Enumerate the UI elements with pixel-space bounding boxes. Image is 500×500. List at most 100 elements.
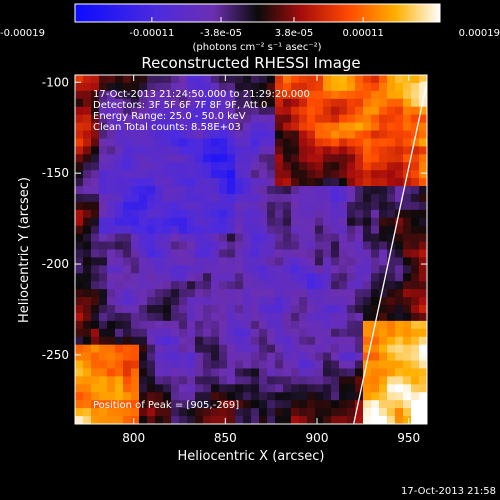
heatmap-cell	[155, 416, 164, 424]
heatmap-cell	[315, 257, 324, 266]
heatmap-cell	[259, 90, 268, 100]
heatmap-cell	[267, 281, 276, 290]
heatmap-cell	[299, 233, 308, 243]
heatmap-cell	[363, 297, 372, 306]
heatmap-cell	[283, 376, 292, 385]
heatmap-cell	[179, 249, 188, 259]
heatmap-cell	[403, 186, 412, 195]
heatmap-cell	[91, 90, 100, 100]
heatmap-cell	[243, 170, 252, 179]
heatmap-cell	[355, 336, 364, 346]
heatmap-cell	[99, 82, 108, 92]
heatmap-cell	[411, 193, 420, 203]
heatmap-cell	[171, 114, 180, 124]
heatmap-cell	[379, 178, 388, 187]
heatmap-cell	[75, 265, 84, 274]
heatmap-cell	[131, 273, 140, 282]
heatmap-cell	[91, 344, 100, 354]
heatmap-cell	[291, 400, 300, 409]
heatmap-cell	[155, 138, 164, 147]
heatmap-cell	[75, 138, 84, 147]
heatmap-cell	[115, 289, 124, 298]
heatmap-cell	[235, 249, 244, 259]
heatmap-cell	[187, 225, 196, 235]
heatmap-cell	[131, 249, 140, 259]
heatmap-cell	[355, 328, 364, 338]
heatmap-cell	[243, 162, 252, 171]
heatmap-cell	[99, 320, 108, 330]
heatmap-cell	[307, 336, 316, 346]
heatmap-cell	[83, 257, 92, 266]
heatmap-cell	[203, 82, 212, 92]
heatmap-cell	[419, 352, 427, 362]
heatmap-cell	[155, 392, 164, 401]
heatmap-cell	[379, 384, 388, 393]
heatmap-cell	[291, 138, 300, 147]
heatmap-cell	[307, 360, 316, 370]
heatmap-cell	[371, 392, 380, 401]
heatmap-cell	[379, 217, 388, 227]
heatmap-cell	[379, 328, 388, 338]
heatmap-cell	[219, 249, 228, 259]
heatmap-cell	[91, 392, 100, 401]
heatmap-cell	[75, 209, 84, 219]
heatmap-cell	[171, 392, 180, 401]
heatmap-cell	[347, 297, 356, 306]
heatmap-cell	[123, 122, 132, 132]
heatmap-cell	[163, 320, 172, 330]
heatmap-cell	[395, 162, 404, 171]
heatmap-cell	[163, 154, 172, 163]
heatmap-cell	[235, 416, 244, 424]
heatmap-cell	[147, 400, 156, 409]
heatmap-cell	[195, 146, 204, 155]
heatmap-cell	[139, 122, 148, 132]
heatmap-cell	[219, 281, 228, 290]
heatmap-cell	[315, 217, 324, 227]
heatmap-cell	[83, 114, 92, 124]
heatmap-cell	[411, 273, 420, 282]
heatmap-cell	[227, 154, 236, 163]
heatmap-cell	[355, 186, 364, 195]
heatmap-cell	[315, 416, 324, 424]
heatmap-cell	[307, 114, 316, 124]
heatmap-cell	[331, 328, 340, 338]
heatmap-cell	[195, 114, 204, 124]
heatmap-cell	[419, 106, 427, 116]
heatmap-cell	[299, 241, 308, 251]
heatmap-cell	[387, 209, 396, 219]
heatmap-cell	[419, 217, 427, 227]
heatmap-cell	[91, 201, 100, 211]
heatmap-cell	[211, 312, 220, 322]
heatmap-cell	[259, 408, 268, 417]
heatmap-cell	[339, 162, 348, 171]
heatmap-cell	[243, 416, 252, 424]
heatmap-cell	[131, 297, 140, 306]
heatmap-cell	[107, 186, 116, 195]
heatmap-cell	[195, 320, 204, 330]
heatmap-cell	[131, 312, 140, 322]
heatmap-cell	[363, 217, 372, 227]
heatmap-cell	[291, 122, 300, 132]
heatmap-cell	[83, 98, 92, 108]
heatmap-cell	[371, 146, 380, 155]
heatmap-cell	[355, 146, 364, 155]
heatmap-cell	[203, 241, 212, 251]
heatmap-cell	[275, 75, 284, 84]
heatmap-cell	[275, 360, 284, 370]
heatmap-cell	[395, 336, 404, 346]
heatmap-cell	[299, 408, 308, 417]
heatmap-cell	[371, 170, 380, 179]
heatmap-cell	[323, 289, 332, 298]
heatmap-cell	[235, 209, 244, 219]
heatmap-cell	[411, 217, 420, 227]
heatmap-cell	[259, 336, 268, 346]
heatmap-cell	[307, 305, 316, 314]
heatmap-cell	[347, 305, 356, 314]
heatmap-cell	[251, 170, 260, 179]
heatmap-cell	[219, 257, 228, 266]
heatmap-cell	[403, 130, 412, 140]
heatmap-cell	[307, 106, 316, 116]
heatmap-cell	[227, 384, 236, 393]
heatmap-cell	[403, 217, 412, 227]
heatmap-cell	[243, 376, 252, 385]
